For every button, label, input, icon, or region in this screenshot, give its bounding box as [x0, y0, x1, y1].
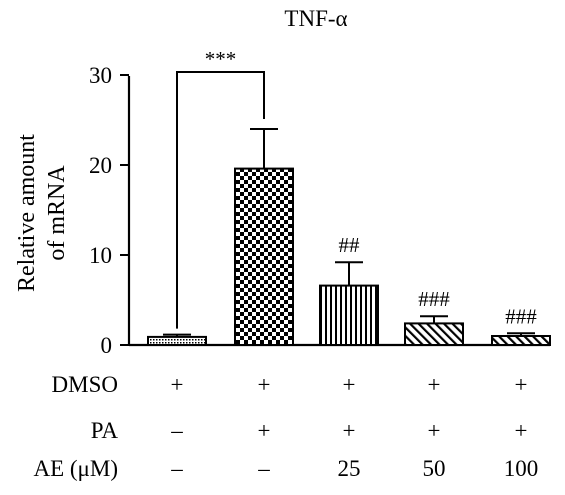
bars [147, 167, 551, 347]
y-ticks: 0 10 20 30 [89, 63, 129, 358]
condition-value: + [515, 418, 528, 443]
bar [147, 335, 207, 346]
condition-value: 50 [423, 456, 446, 481]
condition-value: + [258, 418, 271, 443]
condition-label: DMSO [52, 372, 118, 397]
bar [234, 167, 294, 346]
condition-value: + [343, 418, 356, 443]
y-tick-label: 0 [101, 333, 113, 358]
condition-value: + [515, 372, 528, 397]
y-axis-label-line2: of mRNA [44, 165, 70, 261]
y-axis-label-line1: Relative amount [14, 134, 40, 292]
bracket-line [176, 71, 265, 329]
bar-annotation: ### [418, 287, 450, 311]
y-tick-label: 30 [89, 63, 112, 88]
condition-value: 100 [504, 456, 539, 481]
condition-value: + [428, 418, 441, 443]
bar-annotation: ### [505, 304, 537, 328]
condition-value: + [171, 372, 184, 397]
bar-annotation: ## [339, 233, 361, 257]
bar [319, 284, 379, 347]
bar [404, 322, 464, 346]
condition-value: + [343, 372, 356, 397]
error-bars [163, 128, 535, 337]
y-tick-label: 20 [89, 153, 112, 178]
condition-table: DMSO + + + + + PA – + + + + AE (μM) – – 25 50 100 [33, 372, 538, 481]
bar-annotations: ######## [339, 233, 538, 328]
condition-value: – [170, 418, 183, 443]
condition-value: – [257, 456, 270, 481]
condition-value: – [170, 456, 183, 481]
condition-value: + [258, 372, 271, 397]
condition-label: AE (μM) [33, 456, 118, 481]
bar [491, 335, 551, 346]
condition-value: 25 [338, 456, 361, 481]
condition-value: + [428, 372, 441, 397]
significance-bracket: *** [176, 47, 265, 329]
y-tick-label: 10 [89, 243, 112, 268]
condition-label: PA [91, 418, 119, 443]
chart-title: TNF-α [284, 6, 347, 31]
bracket-label: *** [205, 47, 237, 71]
